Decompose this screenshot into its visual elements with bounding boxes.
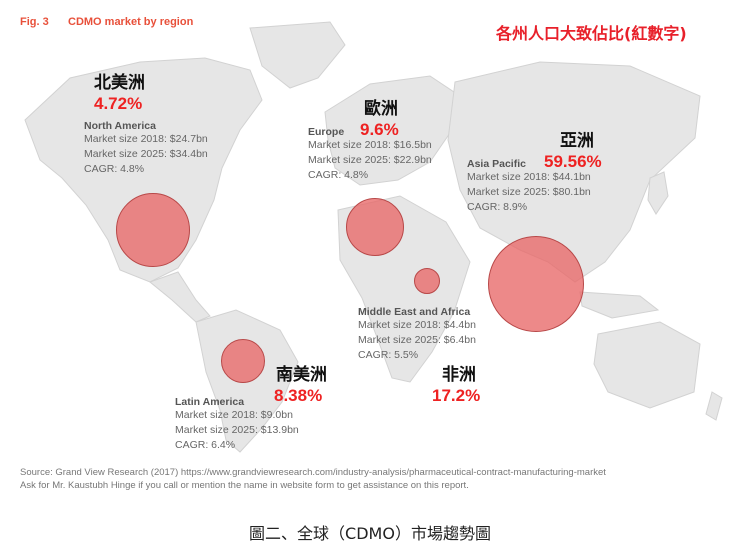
africa-population-share: 17.2%	[432, 386, 481, 405]
region-name: Asia Pacific	[467, 158, 526, 170]
asia-pacific-bubble	[488, 236, 584, 332]
north-america-info: North America Market size 2018: $24.7bn …	[84, 120, 208, 177]
source-note: Source: Grand View Research (2017) https…	[20, 466, 606, 492]
figure-number: Fig. 3	[20, 16, 49, 28]
cagr: CAGR: 6.4%	[175, 439, 236, 451]
market-size-2018: Market size 2018: $4.4bn	[358, 319, 476, 331]
africa-zh-label: 非洲	[442, 365, 476, 385]
north-america-zh-label: 北美洲	[94, 73, 145, 93]
asia-population-share: 59.56%	[544, 152, 602, 171]
population-note: 各州人口大致佔比(紅數字)	[496, 24, 687, 43]
south-america-population-share: 8.38%	[274, 386, 323, 405]
region-name: Europe	[308, 126, 345, 138]
market-size-2018: Market size 2018: $9.0bn	[175, 409, 293, 421]
asia-zh-label: 亞洲	[560, 131, 594, 151]
market-size-2018: Market size 2018: $44.1bn	[467, 171, 591, 183]
cagr: CAGR: 4.8%	[84, 163, 145, 175]
cagr: CAGR: 4.8%	[308, 169, 369, 181]
latin-america-info: Latin America Market size 2018: $9.0bn M…	[175, 396, 299, 453]
market-size-2018: Market size 2018: $24.7bn	[84, 133, 208, 145]
market-size-2025: Market size 2025: $34.4bn	[84, 148, 208, 160]
market-size-2025: Market size 2025: $13.9bn	[175, 424, 299, 436]
europe-zh-label: 歐洲	[364, 99, 398, 119]
north-america-population-share: 4.72%	[94, 94, 143, 113]
europe-info: Europe Market size 2018: $16.5bn Market …	[308, 126, 432, 183]
south-america-zh-label: 南美洲	[276, 365, 327, 385]
cagr: CAGR: 8.9%	[467, 201, 528, 213]
figure-caption: 圖二、全球（CDMO）市場趨勢圖	[249, 524, 491, 543]
market-size-2025: Market size 2025: $6.4bn	[358, 334, 476, 346]
market-size-2025: Market size 2025: $80.1bn	[467, 186, 591, 198]
north-america-bubble	[116, 193, 190, 267]
market-size-2018: Market size 2018: $16.5bn	[308, 139, 432, 151]
latin-america-bubble	[221, 339, 265, 383]
figure-title: CDMO market by region	[68, 16, 194, 28]
source-contact-line: Ask for Mr. Kaustubh Hinge if you call o…	[20, 480, 469, 491]
europe-population-share: 9.6%	[360, 120, 399, 139]
middle-east-africa-info: Middle East and Africa Market size 2018:…	[358, 306, 476, 363]
region-name: North America	[84, 120, 156, 132]
region-name: Middle East and Africa	[358, 306, 471, 318]
region-name: Latin America	[175, 396, 245, 408]
cagr: CAGR: 5.5%	[358, 349, 419, 361]
europe-bubble	[346, 198, 404, 256]
world-map	[24, 21, 723, 453]
asia-pacific-info: Asia Pacific Market size 2018: $44.1bn M…	[467, 158, 591, 215]
market-size-2025: Market size 2025: $22.9bn	[308, 154, 432, 166]
source-line: Source: Grand View Research (2017) https…	[20, 467, 606, 478]
middle-east-africa-bubble	[414, 268, 440, 294]
